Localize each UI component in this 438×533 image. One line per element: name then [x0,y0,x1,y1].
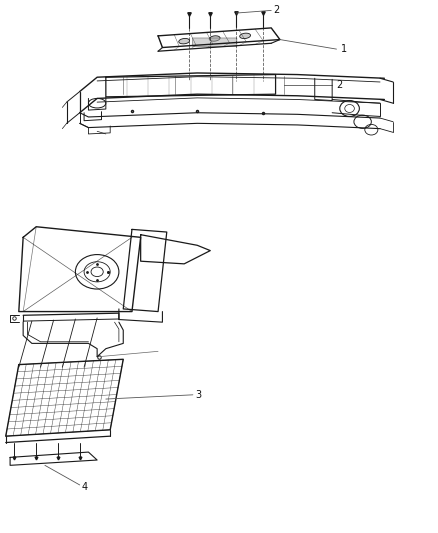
Ellipse shape [179,38,190,44]
Ellipse shape [209,36,220,41]
Text: 4: 4 [82,481,88,491]
Text: 3: 3 [195,390,201,400]
FancyBboxPatch shape [192,38,237,46]
Text: 2: 2 [336,79,343,90]
Ellipse shape [240,33,251,38]
Text: 2: 2 [273,5,279,15]
Text: 1: 1 [341,44,347,54]
